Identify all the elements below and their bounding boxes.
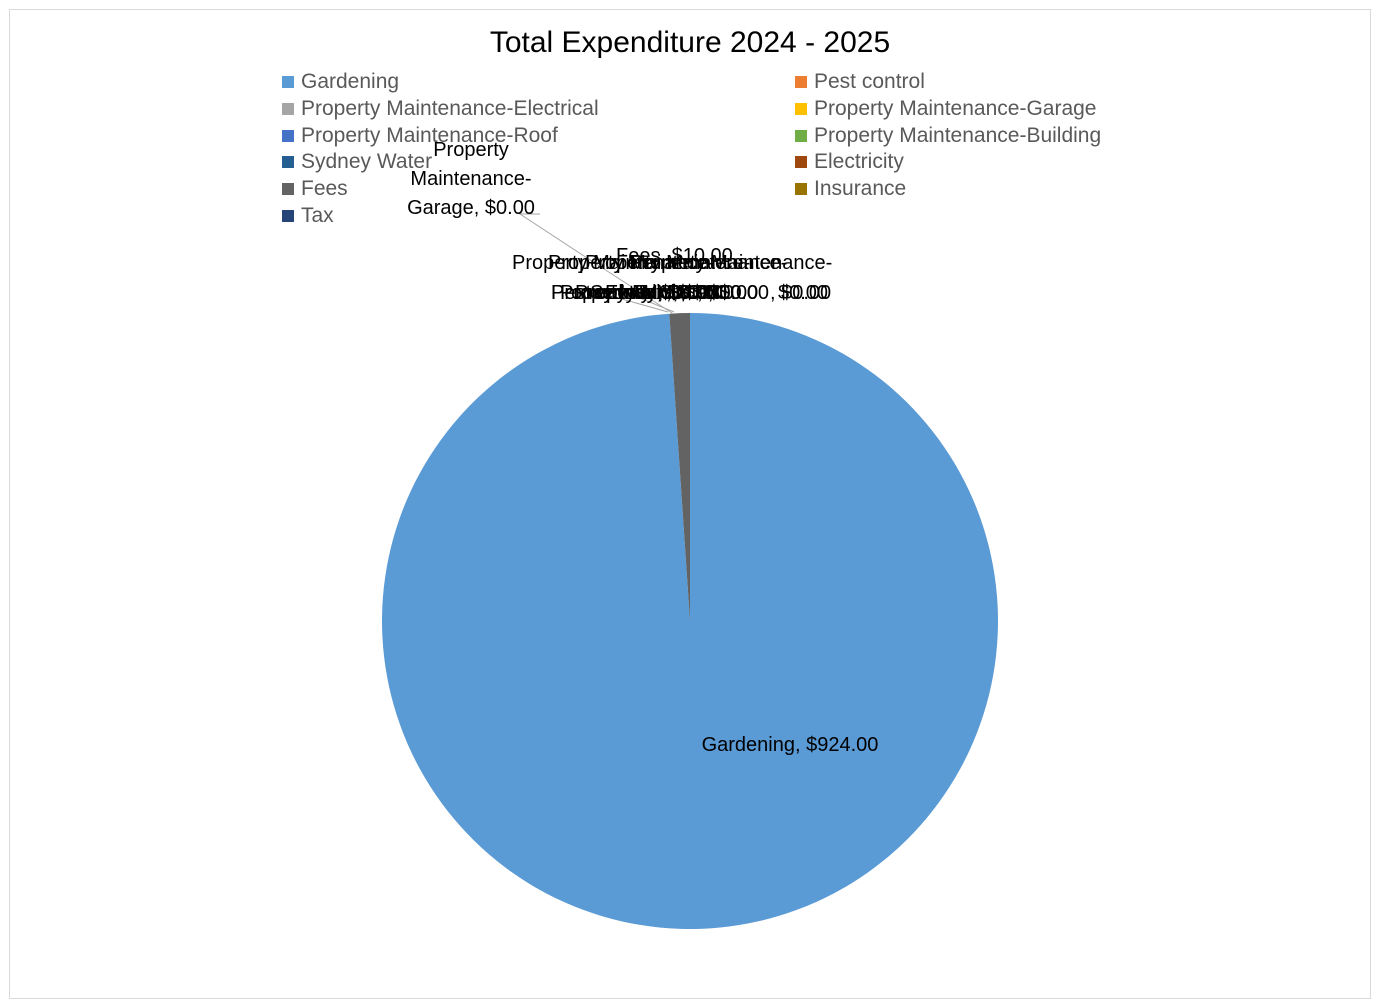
- leader-line-top-left: [589, 289, 669, 313]
- pie-slice-gardening: [381, 313, 998, 930]
- legend-swatch: [795, 76, 807, 88]
- data-label-sydney-water: Sydney Wat, $0.00: [590, 282, 758, 304]
- data-label-fees: Fees, $10.00: [616, 245, 733, 267]
- data-label-tax: Tax, $0.00: [635, 282, 727, 304]
- legend-label: Property Maintenance-Electrical: [301, 96, 599, 120]
- data-label-building: Property M, $0.00: [575, 282, 734, 304]
- data-label-electrical: Property M, $0.00: [551, 282, 710, 304]
- legend-item-property-maintenance-electrical: Property Maintenance-Electrical: [282, 96, 599, 122]
- legend-label: Sydney Water: [301, 150, 433, 174]
- data-label-roof: Property M, $0.00: [560, 282, 719, 304]
- data-label-garage-line1: Property: [433, 139, 509, 161]
- legend-swatch: [795, 183, 807, 196]
- legend-item-tax: Tax: [282, 203, 334, 229]
- legend-swatch: [282, 156, 294, 169]
- legend-swatch: [282, 183, 294, 196]
- legend-item-gardening: Gardening: [282, 69, 399, 95]
- data-label-overlap-4: Property Maintenance-: [630, 252, 832, 274]
- legend-item-pest-control: Pest control: [795, 69, 925, 95]
- legend-swatch: [795, 102, 807, 115]
- legend-label: Electricity: [814, 150, 904, 174]
- legend-label: Tax: [301, 204, 334, 227]
- data-label-tail-comma: , $0.00: [770, 282, 831, 304]
- legend-swatch: [282, 102, 294, 115]
- data-label-gardening: Gardening, $924.00: [702, 734, 879, 756]
- chart-title: Total Expenditure 2024 - 2025: [489, 26, 891, 59]
- legend-item-property-maintenance-garage: Property Maintenance-Garage: [795, 96, 1097, 122]
- legend-label: Insurance: [814, 177, 907, 201]
- data-label-insurance: Insurance, $0.00: [620, 282, 769, 304]
- legend-item-fees: Fees: [282, 176, 348, 202]
- legend-item-insurance: Insurance: [795, 176, 906, 202]
- legend-label: Gardening: [301, 70, 400, 93]
- legend-label: Property Maintenance-Roof: [301, 123, 558, 147]
- leader-line-top-mid: [629, 293, 675, 313]
- data-label-overlap-3: Property Maintenance-: [585, 252, 787, 274]
- pie-slice-fees: [669, 313, 690, 621]
- legend-item-electricity: Electricity: [795, 149, 904, 175]
- legend-swatch: [795, 129, 807, 142]
- data-label-garage-line2: Maintenance-: [410, 168, 531, 190]
- legend-item-property-maintenance-roof: Property Maintenance-Roof: [282, 123, 558, 149]
- leader-line-garage: [518, 213, 673, 314]
- legend-swatch: [282, 129, 294, 142]
- legend-item-property-maintenance-building: Property Maintenance-Building: [795, 123, 1101, 149]
- data-label-overlap-1: Property Maintenance-: [512, 252, 714, 274]
- data-label-electricity: Electricit, $0.00: [605, 282, 742, 304]
- data-label-pest-control: Pest control, $0.00: [551, 282, 718, 304]
- legend-label: Property Maintenance-Building: [814, 123, 1102, 147]
- legend-swatch: [282, 76, 294, 88]
- legend-swatch: [282, 210, 294, 222]
- legend-label: Fees: [301, 177, 348, 201]
- legend-swatch: [795, 156, 807, 169]
- legend-label: Pest control: [814, 70, 925, 93]
- data-label-overlap-2: Property Maintenance-: [548, 252, 750, 274]
- data-label-building-tail: $0.00: [778, 282, 828, 304]
- data-label-garage-line3: Garage, $0.00: [407, 197, 535, 219]
- legend-item-sydney-water: Sydney Water: [282, 149, 432, 175]
- legend-label: Property Maintenance-Garage: [814, 96, 1097, 120]
